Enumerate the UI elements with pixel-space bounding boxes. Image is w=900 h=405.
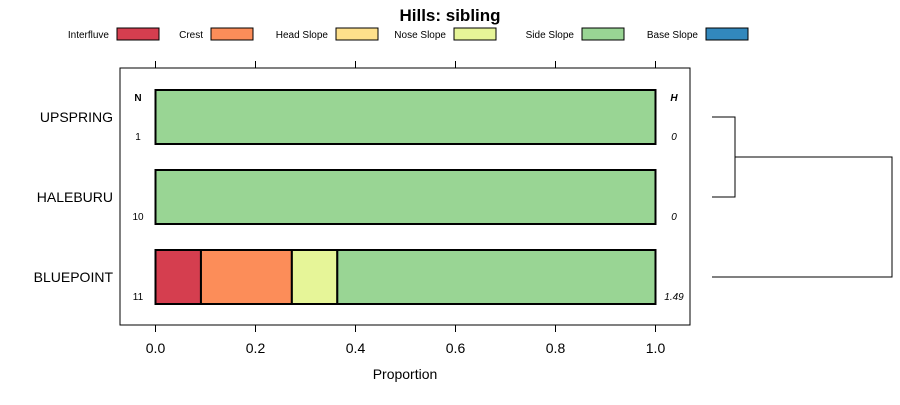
bar-row-bluepoint: BLUEPOINT 11 1.49 (34, 249, 684, 305)
bar-row-haleburu: HALEBURU 10 0 (37, 169, 677, 225)
legend-label-head-slope: Head Slope (276, 30, 329, 41)
x-axis-label: Proportion (373, 366, 438, 382)
bar-segment-side-slope (154, 89, 657, 145)
row-label-upspring: UPSPRING (40, 109, 113, 125)
x-tick-label: 0.0 (146, 340, 166, 356)
legend-swatch-side-slope (581, 27, 625, 41)
h-header: H (670, 93, 678, 104)
legend-label-base-slope: Base Slope (647, 30, 699, 41)
h-value: 0 (671, 132, 677, 143)
bottom-ticks: 0.0 0.2 0.4 0.6 0.8 1.0 (146, 325, 666, 356)
x-tick-label: 0.4 (346, 340, 366, 356)
row-label-bluepoint: BLUEPOINT (34, 269, 114, 285)
legend-label-nose-slope: Nose Slope (394, 30, 446, 41)
bar-segment-side-slope (336, 249, 657, 305)
legend-label-crest: Crest (179, 30, 203, 41)
legend-swatch-nose-slope (453, 27, 497, 41)
x-tick-label: 0.6 (446, 340, 466, 356)
bar-segment-side-slope (154, 169, 657, 225)
bar-segment-crest (199, 249, 293, 305)
dendrogram (712, 116, 893, 278)
bar-segment-nose-slope (290, 249, 339, 305)
n-value: 1 (135, 132, 141, 143)
legend-swatch-interfluve (116, 27, 160, 41)
x-tick-label: 0.2 (246, 340, 266, 356)
row-label-haleburu: HALEBURU (37, 189, 113, 205)
legend-swatch-base-slope (705, 27, 749, 41)
n-header: N (134, 93, 141, 104)
legend-swatch-head-slope (335, 27, 379, 41)
x-tick-label: 1.0 (646, 340, 666, 356)
h-value: 1.49 (664, 292, 684, 303)
legend: Interfluve Crest Head Slope Nose Slope Side … (68, 27, 749, 41)
n-value: 10 (132, 212, 144, 223)
x-tick-label: 0.8 (546, 340, 566, 356)
chart-title: Hills: sibling (399, 6, 500, 25)
dendrogram-branch-inner (712, 116, 736, 198)
bar-row-upspring: UPSPRING 1 0 (40, 89, 677, 145)
legend-swatch-crest (210, 27, 254, 41)
dendrogram-branch-outer (712, 156, 893, 278)
bar-segment-interfluve (154, 249, 202, 305)
n-value: 11 (133, 292, 144, 303)
h-value: 0 (671, 212, 677, 223)
legend-label-interfluve: Interfluve (68, 30, 110, 41)
legend-label-side-slope: Side Slope (526, 30, 575, 41)
top-ticks (155, 61, 656, 68)
plot-frame (119, 67, 691, 326)
